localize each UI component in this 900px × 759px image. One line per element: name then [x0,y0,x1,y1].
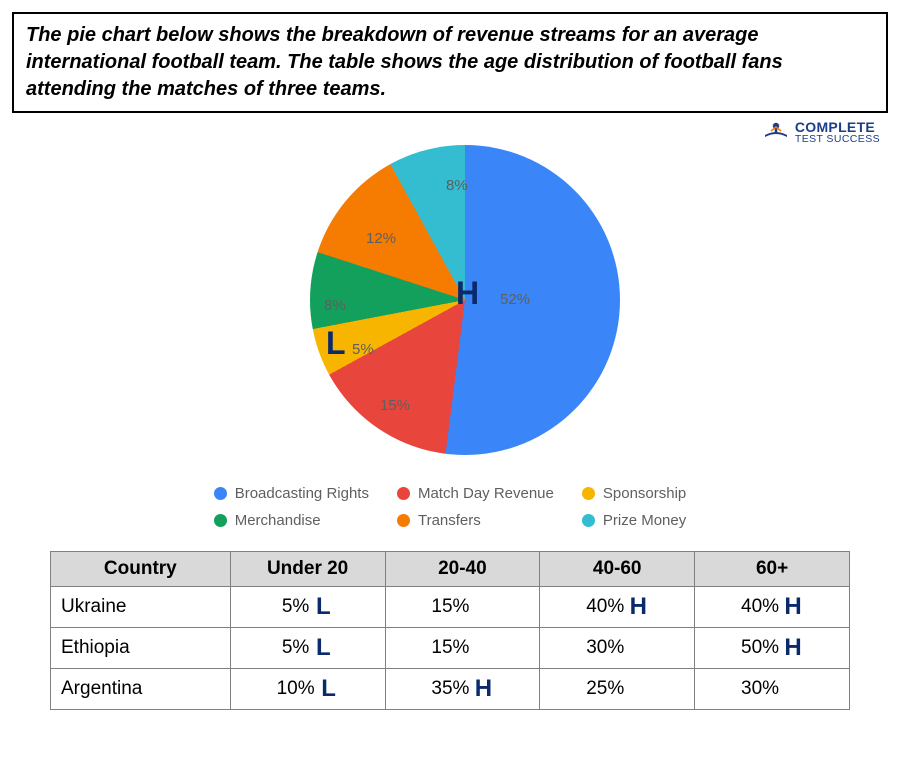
cell-mark: H [783,593,803,621]
cell-value: 10% [277,678,315,700]
legend: Broadcasting Rights Match Day Revenue Spon… [214,485,687,545]
cell-mark: L [313,634,333,662]
legend-color-icon [397,487,410,500]
cell-mark: H [783,634,803,662]
pie-slice-label: 12% [366,230,396,247]
cell-value: 25% [586,678,624,700]
cell-mark: L [313,593,333,621]
table-header-cell: 60+ [695,552,850,587]
legend-color-icon [214,514,227,527]
value-cell: 30% [695,669,850,710]
cell-mark: H [628,593,648,621]
cell-mark: L [319,675,339,703]
table-row: Argentina10%L35%H25%30% [51,669,850,710]
legend-color-icon [214,487,227,500]
table-header-cell: Under 20 [230,552,385,587]
legend-item: Transfers [397,512,554,529]
value-cell: 5%L [230,587,385,628]
legend-color-icon [397,514,410,527]
table-header-cell: 20-40 [385,552,540,587]
value-cell: 25% [540,669,695,710]
table-row: Ethiopia5%L15%30%50%H [51,628,850,669]
pie-slice-label: 5% [352,341,374,358]
value-cell: 40%H [695,587,850,628]
legend-item: Sponsorship [582,485,686,502]
country-cell: Ethiopia [51,628,231,669]
pie-slice-label: 8% [446,177,468,194]
cell-value: 40% [741,596,779,618]
legend-label: Prize Money [603,512,686,529]
cell-value: 30% [586,637,624,659]
pie-slice-label: 15% [380,397,410,414]
pie-annotation: H [456,275,479,312]
pie-chart: 52% 15% 5% 8% 12% 8% H L [260,135,640,475]
legend-item: Match Day Revenue [397,485,554,502]
legend-item: Prize Money [582,512,686,529]
value-cell: 10%L [230,669,385,710]
brand-logo-bottom: TEST SUCCESS [795,134,880,145]
chart-area: 52% 15% 5% 8% 12% 8% H L Broadcasting Rights Mat… [12,135,888,545]
pie-slice-label: 52% [500,291,530,308]
value-cell: 15% [385,587,540,628]
description-panel: The pie chart below shows the breakdown … [12,12,888,113]
cell-value: 40% [586,596,624,618]
legend-label: Sponsorship [603,485,686,502]
cell-value: 30% [741,678,779,700]
cell-value: 5% [282,596,309,618]
legend-label: Transfers [418,512,481,529]
cell-value: 15% [431,596,469,618]
description-text: The pie chart below shows the breakdown … [26,24,783,100]
value-cell: 40%H [540,587,695,628]
brand-logo-icon [763,119,789,145]
pie-slice-label: 8% [324,297,346,314]
brand-logo: COMPLETE TEST SUCCESS [763,119,880,145]
table-header-cell: 40-60 [540,552,695,587]
table-header-cell: Country [51,552,231,587]
value-cell: 15% [385,628,540,669]
brand-logo-top: COMPLETE [795,120,880,134]
value-cell: 35%H [385,669,540,710]
value-cell: 30% [540,628,695,669]
legend-color-icon [582,514,595,527]
brand-logo-text: COMPLETE TEST SUCCESS [795,120,880,145]
legend-color-icon [582,487,595,500]
age-distribution-table: CountryUnder 2020-4040-6060+Ukraine5%L15… [50,551,850,710]
cell-value: 35% [431,678,469,700]
value-cell: 5%L [230,628,385,669]
table-row: Ukraine5%L15%40%H40%H [51,587,850,628]
value-cell: 50%H [695,628,850,669]
cell-value: 5% [282,637,309,659]
legend-item: Merchandise [214,512,369,529]
legend-item: Broadcasting Rights [214,485,369,502]
cell-value: 15% [431,637,469,659]
cell-value: 50% [741,637,779,659]
country-cell: Ukraine [51,587,231,628]
legend-label: Merchandise [235,512,321,529]
cell-mark: H [473,675,493,703]
legend-label: Broadcasting Rights [235,485,369,502]
pie-annotation: L [326,325,346,362]
legend-label: Match Day Revenue [418,485,554,502]
country-cell: Argentina [51,669,231,710]
